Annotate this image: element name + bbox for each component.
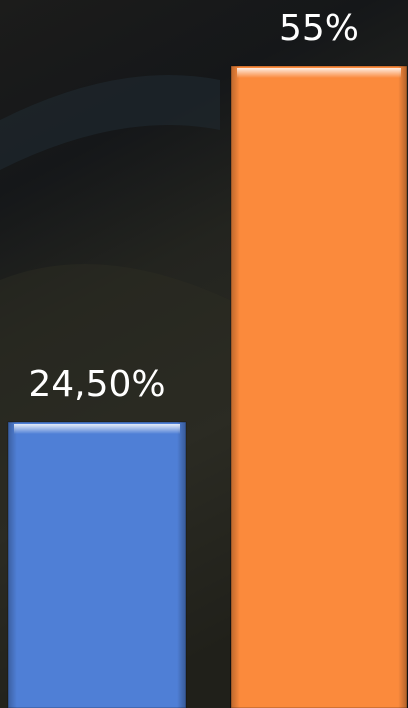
bar xyxy=(231,66,407,708)
value-label: 24,50% xyxy=(28,364,165,405)
chart: 24,50% 55% xyxy=(0,0,408,708)
bar xyxy=(8,422,186,708)
value-label: 55% xyxy=(279,8,359,49)
